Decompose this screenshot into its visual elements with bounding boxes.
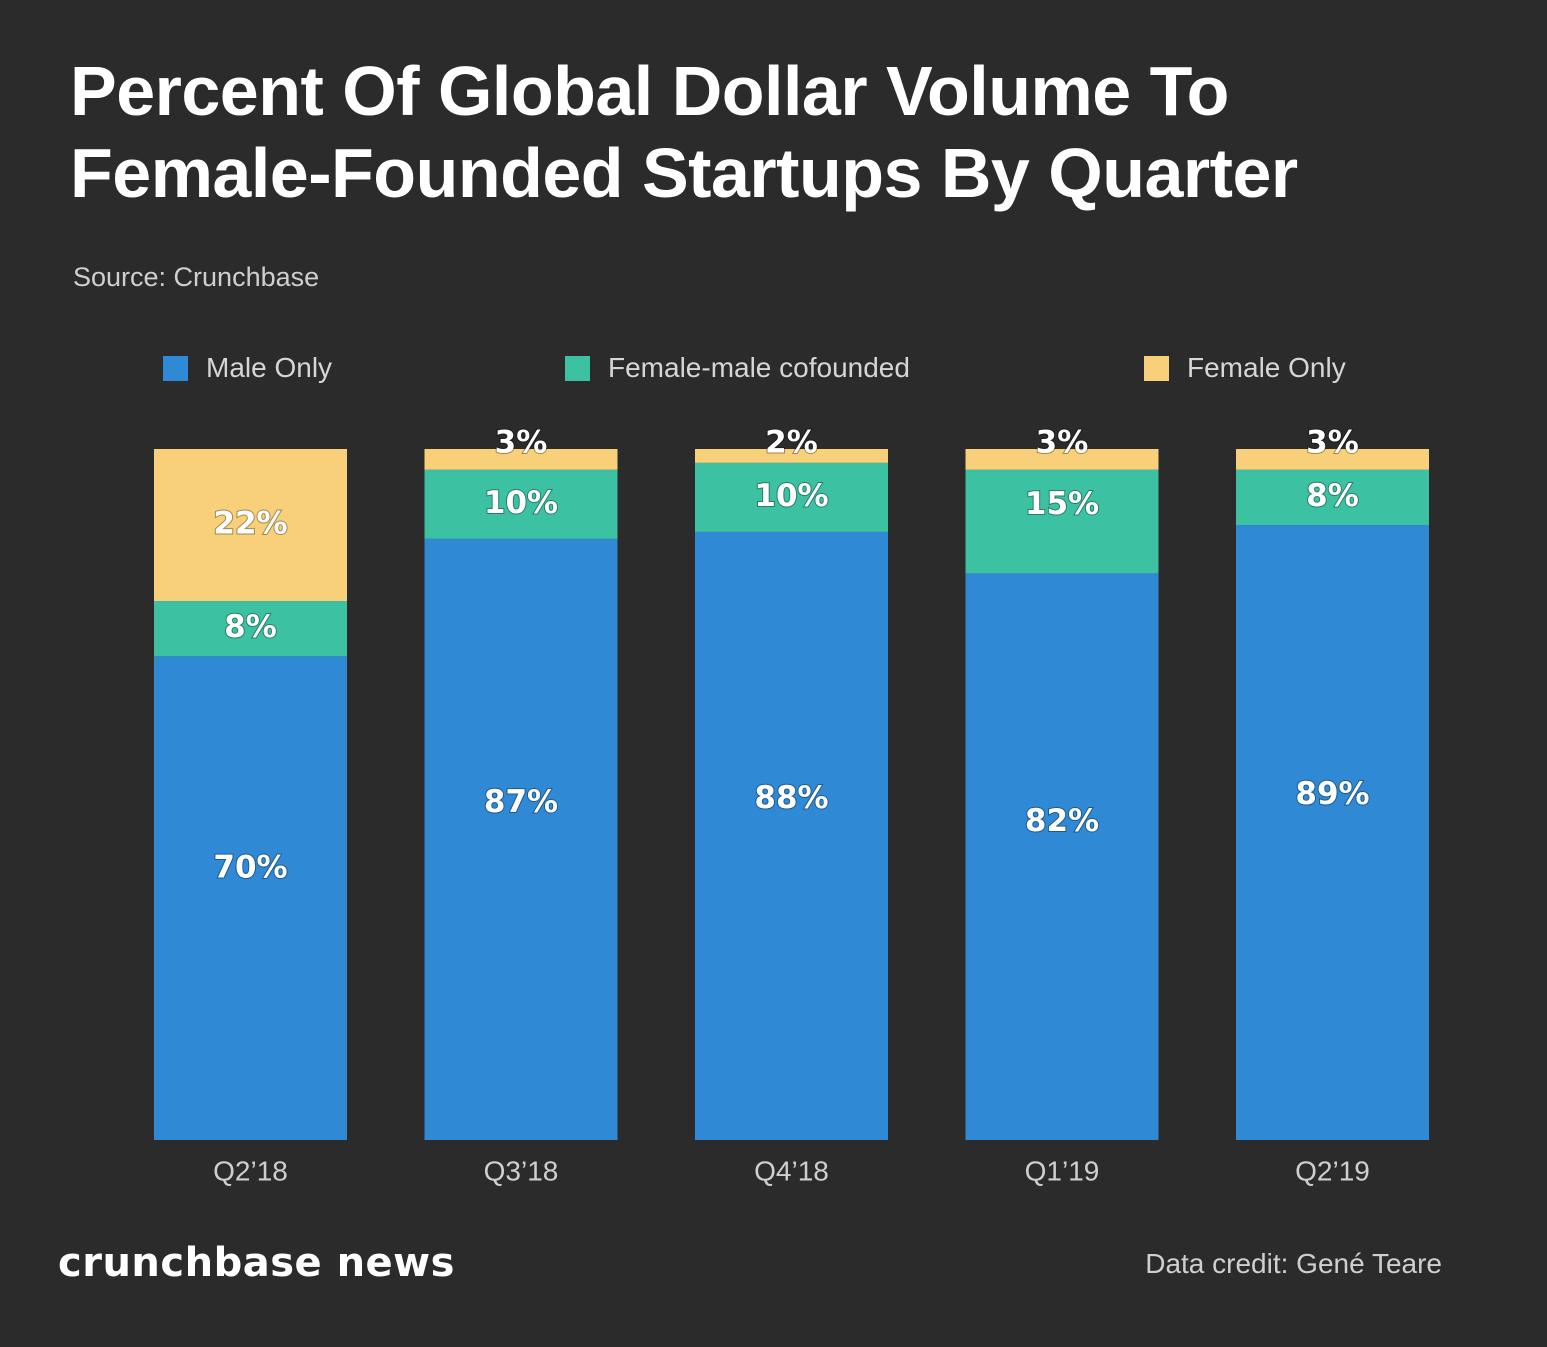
data-label-female-only-q1-19: 3%: [1036, 425, 1089, 461]
legend-label-male-only: Male Only: [206, 352, 333, 383]
legend-item-male-only: Male Only: [163, 350, 332, 386]
stacked-bar-chart: 70% 8% 22% Q2’18 87% 10% 3% Q3’18 88% 10% 2% Q4’18 8…: [154, 424, 1429, 1186]
bar-male-only-q3-18: [424, 538, 618, 1140]
x-tick-label-q4-18: Q4’18: [754, 1155, 829, 1186]
chart-title-line-2: Female-Founded Startups By Quarter: [70, 134, 1298, 212]
x-tick-label-q1-19: Q1’19: [1025, 1155, 1100, 1186]
bar-male-only-q1-19: [965, 573, 1159, 1140]
x-tick-label-q3-18: Q3’18: [484, 1155, 559, 1186]
bar-female-only-q2-19: [1236, 449, 1429, 470]
bar-female-only-q1-19: [965, 449, 1159, 470]
legend-swatch-female-male-cofounded: [565, 355, 590, 381]
legend-swatch-female-only: [1144, 355, 1169, 381]
data-label-male-only-q3-18: 87%: [484, 784, 558, 820]
data-label-female-only-q3-18: 3%: [495, 425, 548, 461]
data-label-male-only-q4-18: 88%: [754, 780, 828, 816]
bar-female-male-cofounded-q2-19: [1236, 469, 1429, 526]
bar-female-only-q4-18: [695, 449, 888, 463]
legend-label-female-male-cofounded: Female-male cofounded: [608, 352, 910, 383]
data-label-female-male-cofounded-q2-18: 8%: [224, 609, 277, 645]
bar-female-only-q2-18: [154, 449, 347, 602]
data-label-female-only-q4-18: 2%: [765, 425, 818, 461]
brand-logo: crunchbase news: [58, 1240, 455, 1286]
data-label-female-male-cofounded-q4-18: 10%: [754, 478, 828, 514]
x-tick-label-q2-18: Q2’18: [213, 1155, 288, 1186]
data-label-male-only-q2-19: 89%: [1295, 776, 1369, 812]
source-note: Source: Crunchbase: [73, 262, 320, 292]
chart-title-line-1: Percent Of Global Dollar Volume To: [70, 52, 1229, 130]
legend-label-female-only: Female Only: [1187, 352, 1346, 383]
data-label-female-male-cofounded-q2-19: 8%: [1306, 478, 1359, 514]
chart-title: Percent Of Global Dollar Volume To Femal…: [70, 50, 1490, 214]
legend-item-female-male-cofounded: Female-male cofounded: [565, 350, 910, 386]
bar-female-male-cofounded-q2-18: [154, 601, 347, 657]
bar-female-male-cofounded-q3-18: [424, 469, 618, 539]
data-label-female-only-q2-18: 22%: [213, 506, 287, 542]
data-label-female-only-q2-19: 3%: [1306, 425, 1359, 461]
data-label-female-male-cofounded-q1-19: 15%: [1025, 486, 1099, 522]
legend-swatch-male-only: [163, 355, 188, 381]
bar-male-only-q4-18: [695, 531, 888, 1140]
legend-item-female-only: Female Only: [1144, 350, 1346, 386]
data-label-male-only-q1-19: 82%: [1025, 803, 1099, 839]
data-label-male-only-q2-18: 70%: [213, 850, 287, 886]
data-credit: Data credit: Gené Teare: [1145, 1248, 1442, 1279]
x-tick-label-q2-19: Q2’19: [1295, 1155, 1370, 1186]
bar-male-only-q2-19: [1236, 525, 1429, 1140]
bar-female-male-cofounded-q4-18: [695, 462, 888, 532]
bar-female-male-cofounded-q1-19: [965, 469, 1159, 574]
bar-male-only-q2-18: [154, 656, 347, 1140]
data-label-female-male-cofounded-q3-18: 10%: [484, 485, 558, 521]
bar-female-only-q3-18: [424, 449, 618, 470]
